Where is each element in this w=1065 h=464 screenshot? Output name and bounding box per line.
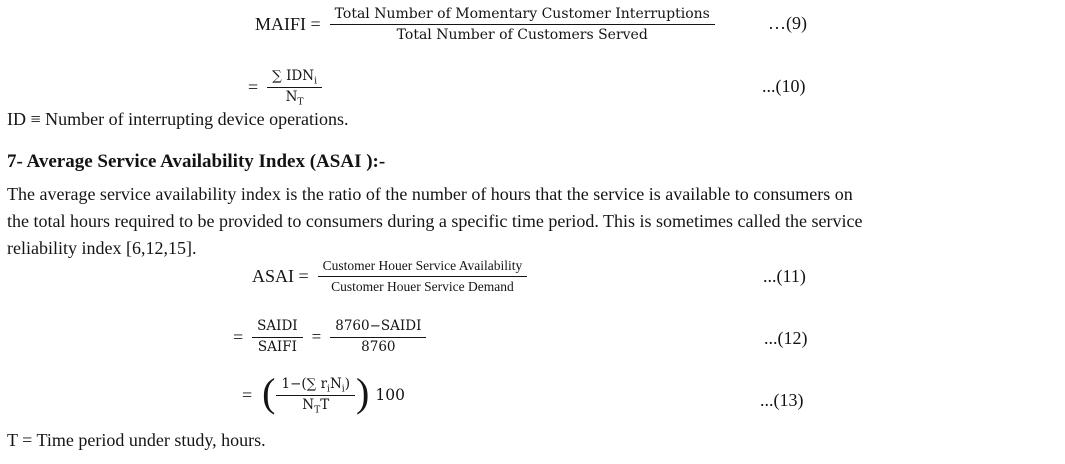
equation-11-lhs: ASAI = — [252, 265, 309, 286]
equation-11-fraction: Customer Houer Service Availability Cust… — [317, 257, 528, 295]
saidi-term: SAIDI — [252, 318, 303, 338]
paragraph-line-2: the total hours required to be provided … — [7, 211, 863, 231]
equation-13: = ( 1−(∑ riNi) NTT ) 100 — [242, 370, 405, 416]
paragraph-line-1: The average service availability index i… — [7, 184, 853, 204]
equation-9-fraction: Total Number of Momentary Customer Inter… — [329, 5, 715, 44]
equation-12-fraction-1: SAIDI SAIFI — [252, 318, 303, 356]
equation-11-denominator: Customer Houer Service Demand — [331, 278, 514, 294]
equation-13-fraction: 1−(∑ riNi) NTT — [276, 376, 356, 415]
equation-12-fraction-2-denominator: 8760 — [361, 338, 396, 355]
equation-13-denominator: NTT — [302, 396, 329, 415]
equation-12-fraction-2: 8760−SAIDI 8760 — [330, 318, 427, 356]
subscript-i: i — [341, 383, 345, 395]
equation-9: MAIFI = Total Number of Momentary Custom… — [255, 5, 715, 44]
sigma-idn-term: ∑ IDN — [272, 68, 315, 84]
t-term: T — [320, 396, 330, 413]
asai-description-paragraph: The average service availability index i… — [7, 181, 862, 262]
t-definition-line: T = Time period under study, hours. — [7, 430, 266, 450]
equation-12-number: ...(12) — [764, 328, 808, 348]
n-term: N — [285, 88, 298, 105]
subscript-i: i — [314, 75, 317, 87]
equation-9-lhs: MAIFI = — [255, 14, 321, 35]
id-definition-line: ID ≡ Number of interrupting device opera… — [7, 109, 349, 129]
equation-13-numerator: 1−(∑ riNi) — [276, 376, 356, 396]
paragraph-line-3: reliability index [6,12,15]. — [7, 238, 197, 258]
open-parenthesis: ( — [262, 370, 276, 416]
equation-13-number: ...(13) — [760, 390, 804, 410]
equation-11-number: ...(11) — [763, 266, 806, 286]
n-term: N — [302, 396, 315, 413]
equation-11: ASAI = Customer Houer Service Availabili… — [252, 257, 528, 295]
section-heading: 7- Average Service Availability Index (A… — [7, 151, 386, 172]
equation-9-numerator: Total Number of Momentary Customer Inter… — [329, 5, 715, 26]
equation-10-equals-sign: = — [248, 76, 259, 97]
equation-10-fraction: ∑ IDNi NT — [267, 68, 322, 106]
one-minus-sigma-r-term: 1−(∑ r — [281, 376, 328, 392]
subscript-t: T — [314, 404, 321, 416]
close-parenthesis: ) — [356, 370, 370, 416]
equation-10-numerator: ∑ IDNi — [267, 68, 322, 88]
close-bracket-term: ) — [344, 376, 351, 392]
equation-12-equals-sign-2: = — [311, 327, 322, 347]
equation-10-denominator: NT — [286, 88, 304, 107]
saifi-term: SAIFI — [257, 338, 297, 355]
n-term: N — [329, 376, 342, 392]
equation-9-denominator: Total Number of Customers Served — [396, 27, 648, 44]
equation-10: = ∑ IDNi NT — [248, 68, 322, 106]
equation-12-equals-sign: = — [233, 326, 244, 347]
subscript-i: i — [327, 383, 330, 395]
subscript-t: T — [297, 96, 304, 108]
equation-12-fraction-2-numerator: 8760−SAIDI — [330, 318, 427, 338]
equation-12: = SAIDI SAIFI = 8760−SAIDI 8760 — [233, 318, 427, 356]
equation-10-number: ...(10) — [762, 76, 806, 96]
equation-13-equals-sign: = — [242, 384, 253, 405]
factor-100: 100 — [375, 386, 405, 405]
equation-11-numerator: Customer Houer Service Availability — [317, 257, 528, 277]
equation-9-number: …(9) — [768, 13, 807, 33]
